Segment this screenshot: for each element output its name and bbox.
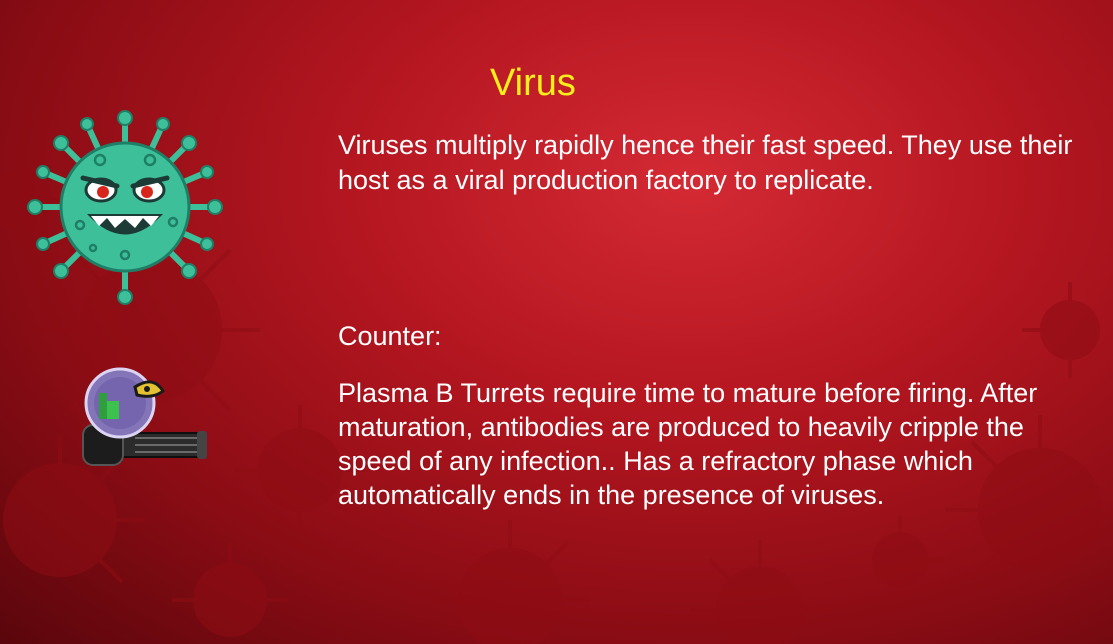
virus-icon — [27, 110, 223, 305]
virus-description: Viruses multiply rapidly hence their fas… — [338, 130, 1073, 195]
counter-description: Plasma B Turrets require time to mature … — [338, 378, 1038, 510]
counter-label: Counter: — [338, 321, 442, 351]
plasma-b-turret-icon — [82, 367, 207, 466]
card-title: Virus — [490, 62, 576, 104]
